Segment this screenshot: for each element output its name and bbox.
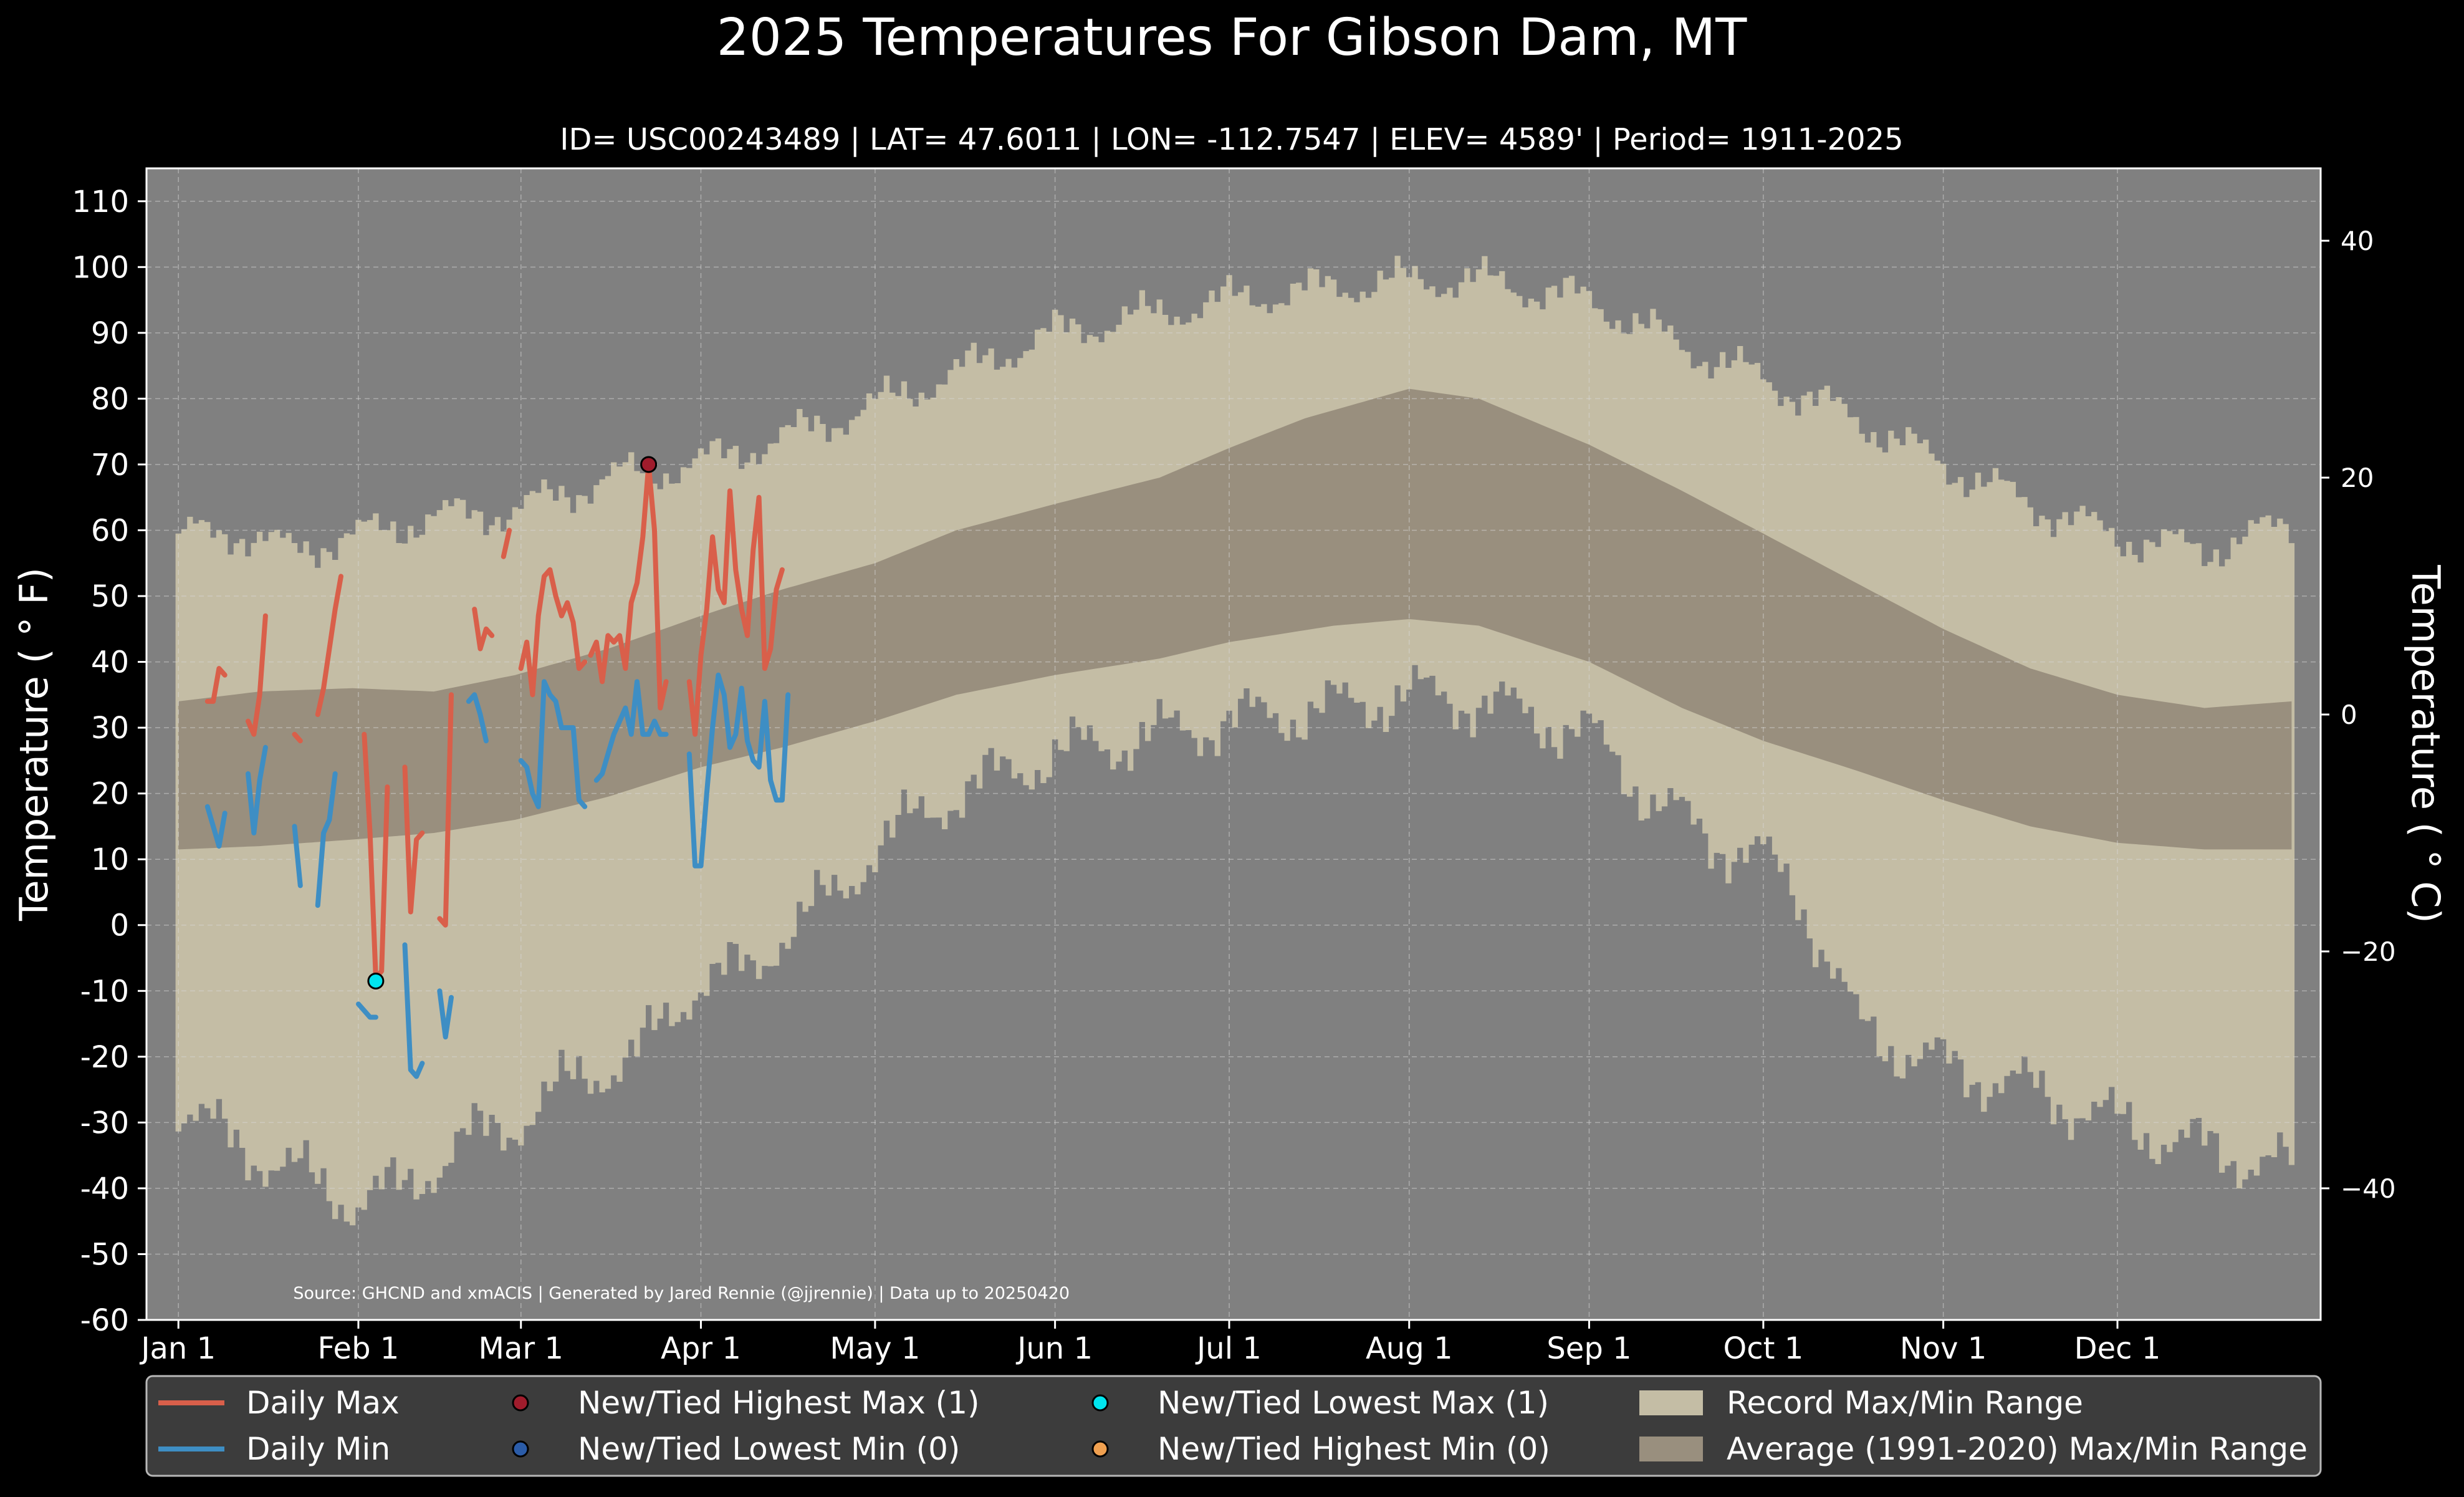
x-tick-label: Feb 1 (318, 1331, 400, 1366)
y-tick-label: -10 (80, 974, 129, 1009)
series-daily-max (518, 567, 588, 698)
series-daily-min (356, 1001, 378, 1020)
series-daily-min (204, 804, 228, 849)
x-tick-label: Apr 1 (661, 1331, 741, 1366)
legend-label: New/Tied Lowest Min (0) (578, 1431, 960, 1467)
y-tick-label: 50 (91, 579, 129, 614)
y-tick-label: 90 (91, 316, 129, 351)
y-tick-label: 10 (91, 842, 129, 877)
average-range-area (178, 388, 2292, 850)
y-tick-label: 80 (91, 382, 129, 416)
y-tick-label: 20 (91, 777, 129, 812)
series-daily-max (686, 488, 785, 737)
legend-dot-swatch (1091, 1394, 1109, 1412)
y-right-axis-label: Temperature ( ° C) (2403, 564, 2448, 923)
y-right-tick-label: −40 (2341, 1173, 2396, 1204)
x-tick-label: Sep 1 (1546, 1331, 1631, 1366)
x-tick-label: Oct 1 (1723, 1331, 1803, 1366)
y-tick-label: 100 (72, 250, 129, 285)
y-tick-label: 30 (91, 711, 129, 746)
series-daily-max (315, 574, 343, 717)
legend-label: Record Max/Min Range (1727, 1385, 2083, 1421)
legend-patch-swatch (1639, 1390, 1703, 1415)
x-tick-label: Jul 1 (1195, 1331, 1262, 1366)
plot-area (146, 168, 2321, 1321)
legend-dot-swatch (1091, 1440, 1109, 1458)
plot-frame (145, 167, 2322, 1321)
series-daily-max (246, 613, 268, 737)
x-tick-label: Aug 1 (1366, 1331, 1453, 1366)
y-tick-label: 40 (91, 645, 129, 680)
series-daily-min (437, 988, 454, 1040)
series-daily-min (292, 824, 303, 888)
series-daily-min (315, 771, 338, 908)
x-tick-label: Nov 1 (1900, 1331, 1987, 1366)
y-tick-label: 110 (72, 185, 129, 219)
series-daily-min (466, 692, 489, 744)
x-tick-label: Jun 1 (1015, 1331, 1093, 1366)
y-tick-label: -40 (80, 1172, 129, 1206)
y-tick-label: 0 (110, 908, 129, 943)
legend-label: New/Tied Highest Min (0) (1158, 1431, 1550, 1467)
series-daily-max (588, 461, 669, 711)
y-tick-label: 60 (91, 513, 129, 548)
chart-title: 2025 Temperatures For Gibson Dam, MT (717, 8, 1748, 67)
series-daily-max (472, 607, 495, 652)
legend: Daily Max Daily Min New/Tied Highest Max (… (145, 1375, 2322, 1477)
y-axis-label: Temperature ( ° F) (11, 567, 57, 922)
source-note: Source: GHCND and xmACIS | Generated by … (293, 1284, 1070, 1303)
record-range-area (175, 256, 2295, 1226)
series-daily-max (501, 527, 512, 559)
x-tick-label: May 1 (830, 1331, 920, 1366)
legend-label: Average (1991-2020) Max/Min Range (1727, 1431, 2308, 1467)
legend-dot-swatch (512, 1394, 529, 1412)
chart-subtitle: ID= USC00243489 | LAT= 47.6011 | LON= -1… (560, 122, 1903, 157)
axes: -60 -50 -40 -30 -20 -10 0 10 20 30 40 50 60 70 80 90 100… (11, 167, 2448, 1366)
series-daily-max (402, 764, 425, 915)
legend-dot-swatch (512, 1440, 529, 1458)
series-daily-min (246, 744, 268, 835)
x-tick-label: Jan 1 (139, 1331, 216, 1366)
y-right-tick-label: −20 (2341, 936, 2396, 967)
legend-box (145, 1375, 2322, 1477)
legend-label: New/Tied Highest Max (1) (578, 1385, 980, 1421)
record-marker (367, 972, 385, 989)
y-tick-label: 70 (91, 448, 129, 483)
series-daily-min (402, 942, 425, 1079)
legend-label: Daily Max (246, 1385, 400, 1421)
y-right-tick-label: 40 (2341, 226, 2374, 256)
legend-label: Daily Min (246, 1431, 390, 1467)
x-tick-label: Mar 1 (479, 1331, 563, 1366)
series-daily-max (437, 692, 454, 928)
y-tick-label: -30 (80, 1105, 129, 1140)
y-tick-label: -20 (80, 1040, 129, 1075)
x-tick-label: Dec 1 (2074, 1331, 2161, 1366)
y-right-tick-label: 0 (2341, 700, 2357, 730)
series-daily-max (204, 666, 228, 704)
series-daily-max (292, 731, 303, 744)
record-marker (640, 456, 658, 473)
series-daily-min (518, 679, 588, 809)
legend-patch-swatch (1639, 1437, 1703, 1461)
y-tick-label: -50 (80, 1237, 129, 1272)
legend-label: New/Tied Lowest Max (1) (1158, 1385, 1549, 1421)
y-tick-label: -60 (80, 1303, 129, 1338)
series-daily-min (593, 679, 669, 783)
series-daily-min (686, 672, 791, 869)
y-right-tick-label: 20 (2341, 463, 2374, 493)
